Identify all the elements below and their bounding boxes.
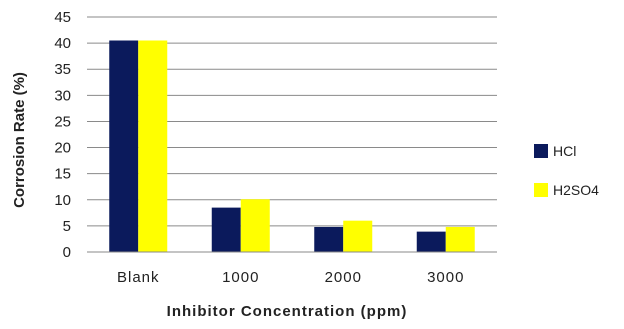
legend-label-hcl: HCl: [553, 143, 576, 159]
x-tick-label: Blank: [117, 269, 160, 286]
y-tick-label: 0: [63, 244, 71, 261]
legend-swatch-h2so4: [534, 183, 548, 197]
y-axis-title: Corrosion Rate (%): [11, 72, 28, 208]
y-tick-label: 30: [54, 87, 71, 104]
bar-h2so4-2000: [343, 220, 373, 252]
y-tick-label: 40: [54, 35, 71, 52]
bar-hcl-2000: [314, 226, 344, 252]
bar-h2so4-blank: [138, 40, 168, 252]
bar-hcl-1000: [211, 207, 241, 252]
y-tick-label: 25: [54, 113, 71, 130]
bar-hcl-blank: [109, 40, 139, 252]
bar-hcl-3000: [416, 231, 446, 252]
y-tick-label: 10: [54, 192, 71, 209]
legend-swatch-hcl: [534, 144, 548, 158]
bar-h2so4-1000: [240, 199, 270, 252]
y-tick-label: 45: [54, 9, 71, 26]
y-tick-label: 15: [54, 166, 71, 183]
bars: [109, 40, 475, 252]
x-tick-label: 1000: [222, 269, 259, 286]
y-tick-label: 5: [63, 218, 71, 235]
legend: HCl H2SO4: [534, 143, 599, 198]
bar-h2so4-3000: [445, 226, 475, 252]
x-tick-labels: Blank 1000 2000 3000: [117, 269, 464, 286]
y-tick-label: 20: [54, 140, 71, 157]
y-tick-label: 35: [54, 61, 71, 78]
y-tick-labels: 0 5 10 15 20 25 30 35 40 45: [54, 9, 71, 261]
x-tick-label: 2000: [325, 269, 362, 286]
x-tick-label: 3000: [427, 269, 464, 286]
legend-label-h2so4: H2SO4: [553, 182, 599, 198]
x-axis-title: Inhibitor Concentration (ppm): [167, 303, 408, 320]
